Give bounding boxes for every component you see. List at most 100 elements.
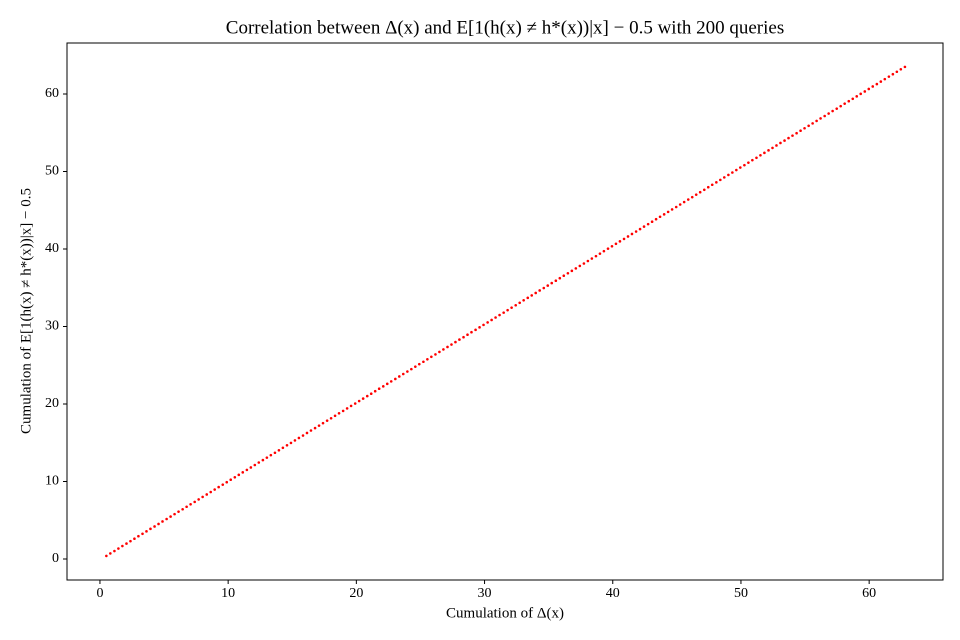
x-tick-label: 0 [96,586,103,601]
point [438,350,441,354]
point [213,488,216,491]
point [117,547,120,550]
point [514,303,518,307]
point [710,183,714,187]
point [622,237,626,241]
point [851,97,855,101]
x-tick-label: 40 [606,586,620,601]
point [506,308,509,312]
point [518,301,521,305]
point [145,530,148,533]
point [722,176,726,179]
point [807,124,810,128]
x-tick-label: 30 [478,586,492,601]
point [133,537,136,540]
x-tick-label: 50 [734,586,748,601]
point [779,141,782,145]
point [867,87,871,91]
point [727,173,730,177]
point [309,429,313,432]
point [887,75,891,78]
point [787,136,790,140]
point [863,90,867,93]
point [426,357,429,361]
point [767,149,770,152]
point [333,414,337,418]
point [763,151,766,155]
point [602,249,606,253]
point [534,291,538,295]
point [843,102,846,105]
x-tick-label: 10 [221,586,235,601]
point [466,333,469,337]
point [141,532,144,536]
point [771,146,774,150]
point [165,517,168,521]
point [590,257,594,260]
point [105,554,108,558]
point [430,355,433,359]
y-tick-label: 60 [45,86,59,101]
chart-title: Correlation between Δ(x) and E[1(h(x) ≠ … [226,17,784,38]
point [317,424,321,427]
point [357,399,361,403]
point [775,144,778,147]
point [827,112,830,115]
point [410,367,413,371]
point [875,82,879,86]
point [217,485,220,489]
point [193,500,196,504]
point [674,205,678,209]
point [735,168,738,172]
point [502,311,505,314]
point [125,542,128,545]
point [686,198,690,201]
point [313,426,317,430]
y-tick-label: 50 [45,164,59,179]
point [185,505,188,509]
point [678,203,682,206]
point [598,252,602,255]
y-axis-label: Cumulation of E[1(h(x) ≠ h*(x))|x] − 0.5 [18,188,34,434]
point [719,178,722,182]
point [329,416,333,420]
point [751,158,754,162]
point [454,340,457,344]
point [706,185,710,189]
point [293,439,297,442]
point [470,330,473,334]
point [859,92,862,96]
point [173,512,176,516]
point [161,520,164,523]
point [229,478,233,482]
point [233,476,237,479]
point [225,480,229,484]
point [819,117,822,120]
point [694,193,698,196]
point [494,316,497,319]
x-tick-label: 20 [349,586,363,601]
point [169,515,172,518]
point [839,104,842,108]
point [305,431,309,435]
point [289,441,293,445]
point [177,510,180,513]
point [530,294,534,297]
point [181,507,184,511]
point [253,463,257,467]
point [510,306,513,309]
point [546,284,550,287]
point [526,296,530,300]
point [554,279,558,282]
point [566,271,570,275]
point [377,387,381,391]
point [803,126,806,130]
point [285,444,289,447]
point [642,225,646,228]
point [269,453,273,457]
point [109,552,112,555]
point [562,274,566,278]
point [205,493,209,496]
point [715,181,718,184]
